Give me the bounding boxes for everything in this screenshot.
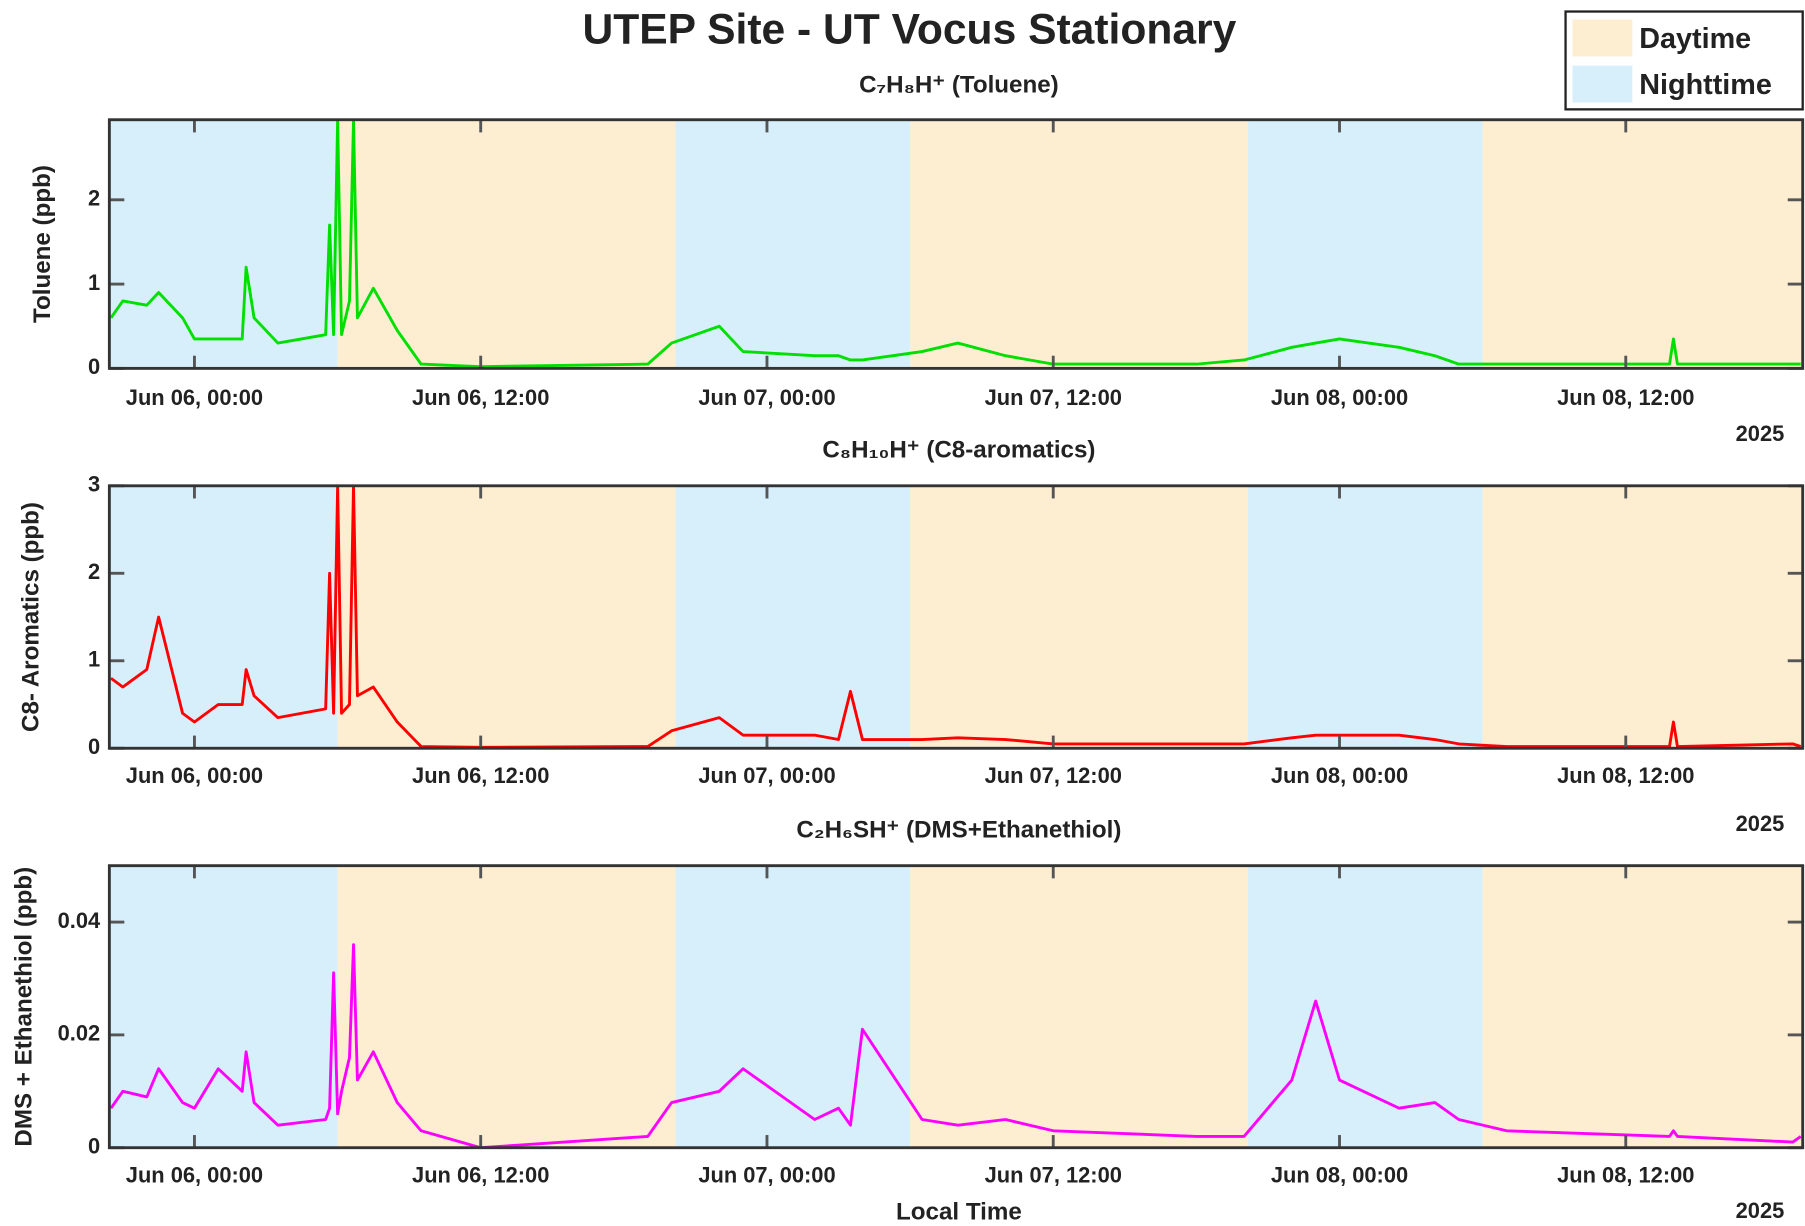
subplot-title: C₂H₆SH⁺ (DMS+Ethanethiol) — [796, 817, 1121, 844]
y-tick-label: 2 — [88, 186, 100, 211]
x-tick-label: Jun 08, 00:00 — [1271, 763, 1408, 788]
period-shade — [109, 865, 338, 1148]
plot-area — [109, 119, 1803, 369]
axes-frame — [107, 864, 1805, 1150]
x-tick-label: Jun 06, 00:00 — [126, 385, 263, 410]
period-shade — [109, 485, 338, 749]
figure-title: UTEP Site - UT Vocus Stationary — [583, 5, 1237, 53]
period-shade — [337, 119, 676, 369]
y-tick-label: 0 — [88, 734, 100, 759]
legend-label: Daytime — [1639, 23, 1751, 55]
period-shade — [910, 865, 1249, 1148]
x-tick-label: Jun 08, 12:00 — [1557, 385, 1694, 410]
x-axis-label: Local Time — [896, 1199, 1022, 1226]
x-tick-label: Jun 07, 00:00 — [698, 385, 835, 410]
axes-frame — [107, 118, 1805, 370]
period-shade — [1248, 485, 1483, 749]
subplot-title: C₇H₈H⁺ (Toluene) — [859, 72, 1059, 99]
year-label: 2025 — [1736, 811, 1785, 836]
y-axis-label: Toluene (ppb) — [29, 165, 56, 323]
subplot-title: C₈H₁₀H⁺ (C8-aromatics) — [822, 437, 1095, 464]
period-shade — [1482, 865, 1803, 1148]
plot-area — [109, 485, 1803, 749]
x-tick-label: Jun 06, 00:00 — [126, 763, 263, 788]
y-tick-label: 3 — [88, 472, 100, 497]
x-tick-label: Jun 08, 00:00 — [1271, 385, 1408, 410]
x-tick-label: Jun 08, 00:00 — [1271, 1162, 1408, 1187]
period-shade — [675, 865, 911, 1148]
period-shade — [675, 119, 911, 369]
x-tick-label: Jun 07, 12:00 — [985, 763, 1122, 788]
period-shade — [109, 119, 338, 369]
data-line — [109, 119, 1801, 369]
data-line — [109, 943, 1802, 1148]
x-tick-label: Jun 08, 12:00 — [1557, 763, 1694, 788]
plot-area — [109, 865, 1803, 1148]
year-label: 2025 — [1736, 421, 1785, 446]
x-tick-label: Jun 07, 12:00 — [985, 1162, 1122, 1187]
period-shade — [1482, 119, 1803, 369]
period-shade — [1248, 865, 1483, 1148]
axes-frame — [107, 484, 1805, 750]
legend-swatch — [1572, 19, 1633, 57]
period-shade — [337, 485, 676, 749]
y-tick-label: 0 — [88, 1133, 100, 1158]
x-tick-label: Jun 06, 00:00 — [126, 1162, 263, 1187]
period-shade — [675, 485, 911, 749]
period-shade — [910, 119, 1249, 369]
year-label: 2025 — [1736, 1198, 1785, 1223]
y-axis-label: C8- Aromatics (ppb) — [18, 502, 45, 732]
y-tick-label: 1 — [88, 647, 100, 672]
x-tick-label: Jun 07, 00:00 — [698, 1162, 835, 1187]
y-axis-label: DMS + Ethanethiol (ppb) — [11, 867, 38, 1147]
x-tick-label: Jun 06, 12:00 — [412, 763, 549, 788]
x-tick-label: Jun 08, 12:00 — [1557, 1162, 1694, 1187]
x-tick-label: Jun 07, 12:00 — [985, 385, 1122, 410]
period-shade — [1248, 119, 1483, 369]
legend-swatch — [1572, 65, 1633, 103]
x-tick-label: Jun 06, 12:00 — [412, 1162, 549, 1187]
period-shade — [910, 485, 1249, 749]
x-tick-label: Jun 06, 12:00 — [412, 385, 549, 410]
x-tick-label: Jun 07, 00:00 — [698, 763, 835, 788]
y-tick-label: 0.04 — [58, 908, 101, 933]
y-tick-label: 0 — [88, 354, 100, 379]
period-shade — [1482, 485, 1803, 749]
y-tick-label: 0.02 — [58, 1021, 101, 1046]
y-tick-label: 2 — [88, 559, 100, 584]
period-shade — [337, 865, 676, 1148]
y-tick-label: 1 — [88, 270, 100, 295]
legend-label: Nighttime — [1639, 69, 1772, 101]
data-line — [110, 485, 1802, 749]
